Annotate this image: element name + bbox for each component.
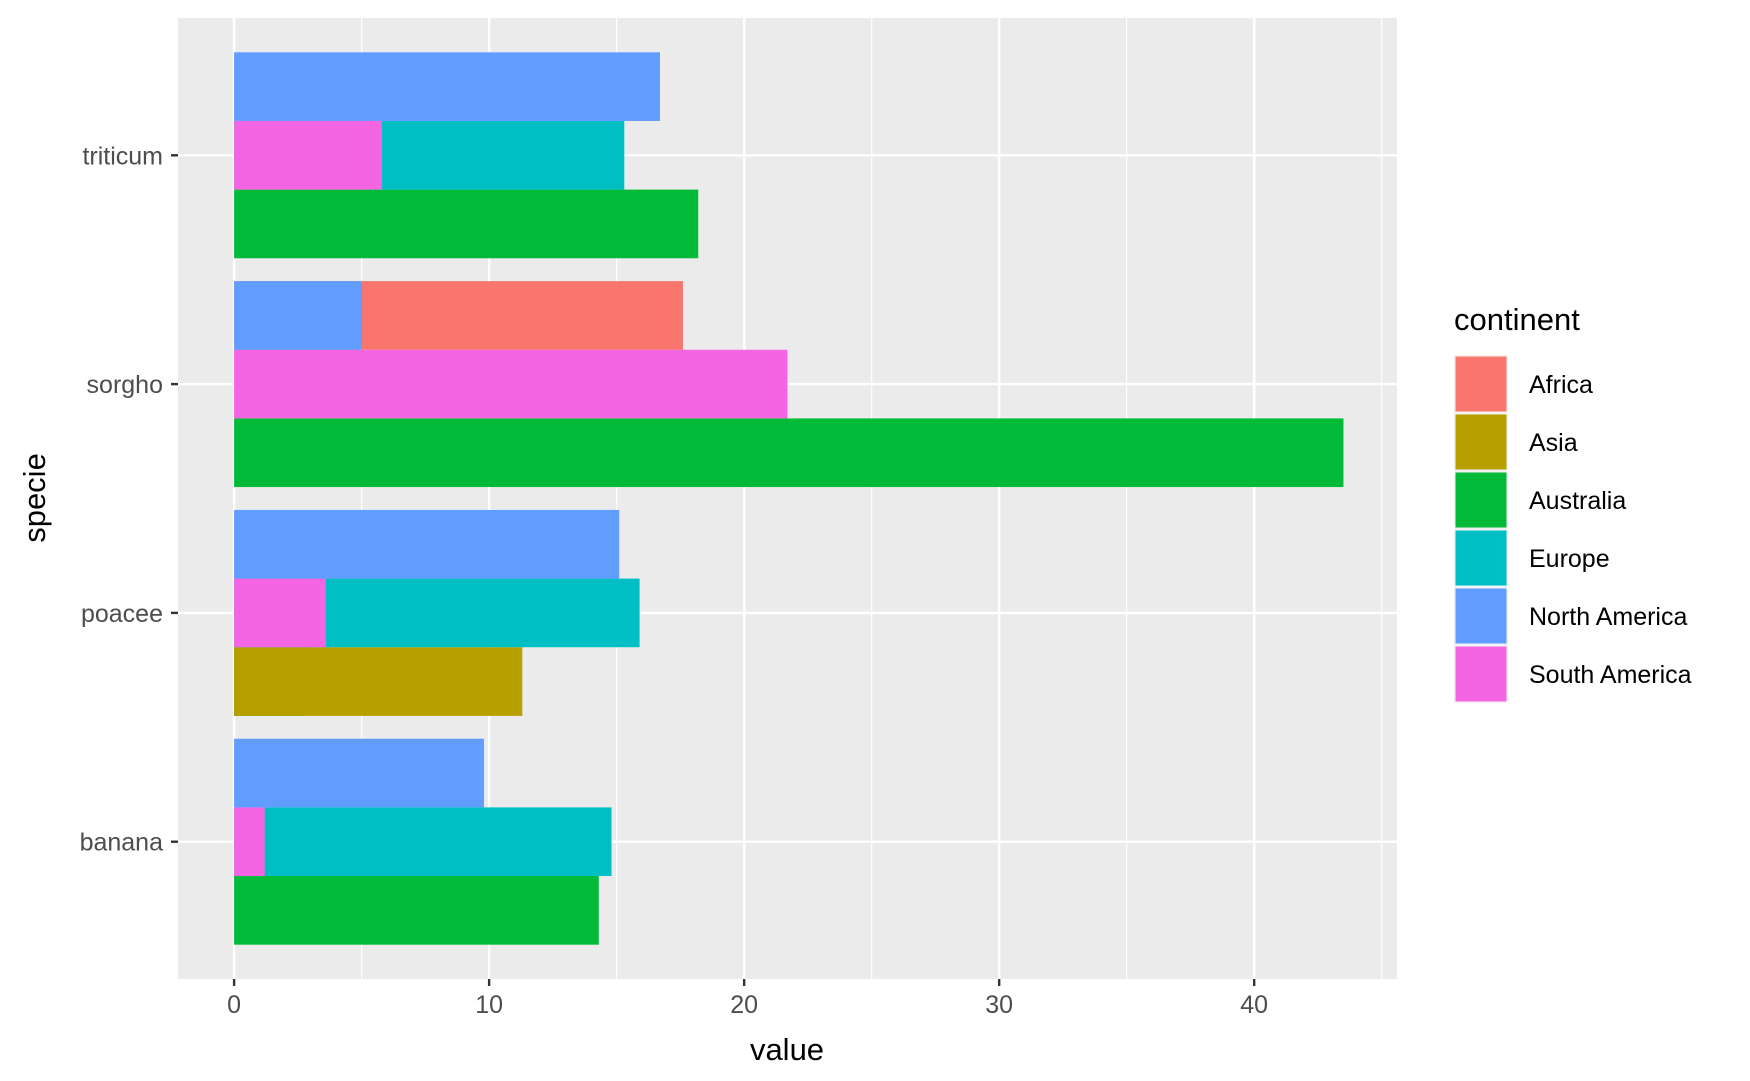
legend: continent Africa Asia Australia Europe North…: [1454, 302, 1692, 703]
bar-poacee-south-america: [234, 578, 326, 648]
legend-label: South America: [1529, 661, 1692, 689]
x-tick-label: 10: [475, 991, 503, 1019]
bars: [234, 52, 1344, 945]
bar-poacee-north-america: [234, 509, 620, 579]
legend-title: continent: [1454, 302, 1580, 337]
legend-label: Africa: [1529, 371, 1593, 399]
x-tick-label: 20: [730, 991, 758, 1019]
legend-swatch-europe: [1455, 530, 1507, 586]
bar-sorgho-north-america: [234, 281, 362, 350]
bar-sorgho-south-america: [234, 349, 788, 419]
x-axis: 0 10 20 30 40: [227, 979, 1268, 1019]
y-tick-label: sorgho: [87, 371, 163, 399]
bar-banana-north-america: [234, 738, 485, 808]
y-tick-label: banana: [80, 829, 164, 857]
x-tick-label: 0: [227, 991, 241, 1019]
bar-triticum-south-america: [234, 120, 383, 190]
legend-swatch-africa: [1455, 356, 1507, 412]
legend-swatch-north-america: [1455, 588, 1507, 644]
bar-banana-australia: [234, 876, 599, 945]
x-tick-label: 30: [985, 991, 1013, 1019]
y-tick-label: triticum: [82, 142, 163, 170]
bar-banana-europe: [234, 807, 612, 877]
y-tick-label: poacee: [81, 600, 163, 628]
y-axis: banana poacee sorgho triticum: [80, 142, 178, 857]
bar-sorgho-australia: [234, 418, 1344, 488]
x-tick-label: 40: [1240, 991, 1268, 1019]
bar-poacee-asia: [234, 647, 523, 716]
bar-banana-south-america: [234, 807, 265, 877]
bar-triticum-australia: [234, 189, 699, 259]
legend-swatch-south-america: [1455, 646, 1507, 702]
legend-label: North America: [1529, 603, 1687, 631]
bar-triticum-north-america: [234, 52, 660, 121]
legend-swatch-australia: [1455, 472, 1507, 528]
legend-swatch-asia: [1455, 414, 1507, 470]
legend-label: Europe: [1529, 545, 1610, 573]
y-axis-title: specie: [17, 453, 52, 543]
legend-label: Australia: [1529, 487, 1626, 515]
x-axis-title: value: [750, 1032, 824, 1067]
legend-label: Asia: [1529, 429, 1578, 457]
